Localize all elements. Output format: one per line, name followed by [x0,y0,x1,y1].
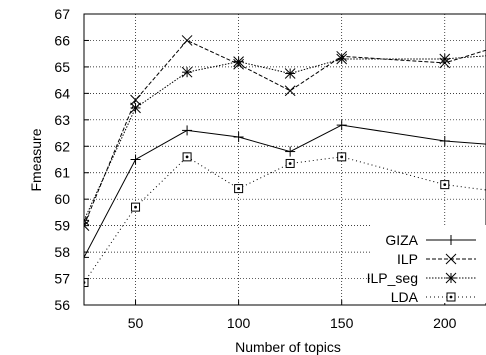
legend-marker-ilp [445,253,457,265]
y-axis-label: Fmeasure [28,128,44,191]
data-point-lda [337,152,347,162]
data-point-ilp-seg [130,102,141,114]
y-tick-label: 67 [54,6,70,22]
data-point-ilp-seg [336,53,348,65]
legend-label-lda: LDA [391,289,419,305]
y-tick-label: 58 [54,244,70,260]
data-point-lda [285,158,295,168]
data-point-giza [336,120,347,131]
plot-border [83,13,486,306]
legend-label-giza: GIZA [385,232,418,248]
series-line-lda [84,156,486,283]
y-tick-label: 62 [54,138,70,154]
data-point-lda [182,152,192,162]
y-tick-label: 59 [54,218,70,234]
data-point-giza [84,252,89,263]
data-point-giza [130,154,141,165]
data-point-lda [234,184,244,194]
y-tick-label: 57 [54,271,70,287]
x-axis-label: Number of topics [235,339,341,355]
y-tick-label: 61 [54,165,70,181]
data-point-ilp [181,35,193,46]
x-tick-label: 150 [330,315,354,331]
data-point-giza [233,132,244,143]
plot-frame [83,13,486,306]
legend-label-ilp: ILP [397,251,418,267]
series-layer [84,35,486,288]
legend: GIZA ILP ILP_seg LDA [367,225,486,305]
x-tick-label: 50 [128,315,144,331]
y-tick-label: 64 [54,85,70,101]
data-point-ilp-seg [284,68,296,79]
series-line-giza [84,124,486,258]
y-tick-label: 56 [54,297,70,313]
series-line-ilp [84,39,486,226]
tick-labels: 56 57 58 59 60 61 62 63 64 65 66 67 50 100 150 200 [54,6,456,331]
data-point-ilp [130,94,141,106]
legend-marker-lda [446,292,456,302]
data-point-ilp-seg [181,66,193,78]
data-point-ilp [284,85,296,97]
data-point-ilp [84,220,90,231]
y-tick-label: 63 [54,112,70,128]
series-line-ilp-seg [84,55,486,221]
data-point-giza [285,146,296,157]
legend-marker-giza [446,235,456,245]
data-point-lda [440,180,450,190]
data-point-giza [439,135,450,146]
y-tick-label: 66 [54,32,70,48]
y-tick-label: 60 [54,191,70,207]
y-tick-label: 65 [54,59,70,75]
data-point-lda [131,202,141,212]
data-point-ilp-seg [84,214,90,226]
x-tick-label: 200 [433,315,457,331]
data-point-giza [182,125,193,136]
data-point-ilp-seg [233,56,244,67]
x-tick-label: 100 [227,315,251,331]
legend-label-ilp-seg: ILP_seg [367,270,418,286]
data-point-ilp-seg [439,53,451,65]
legend-marker-ilp-seg [445,272,457,284]
legend-box [370,225,486,303]
